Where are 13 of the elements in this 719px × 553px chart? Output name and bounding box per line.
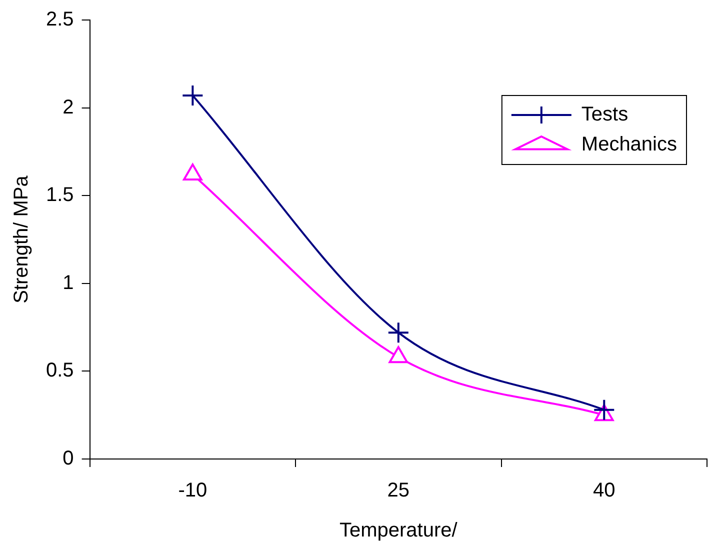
y-tick-label: 2 (62, 96, 74, 118)
legend-label: Mechanics (581, 134, 678, 156)
x-tick-label: -10 (178, 480, 208, 502)
x-tick-label: 25 (387, 480, 410, 502)
x-axis-title: Temperature/ (339, 520, 458, 542)
y-axis-title: Strength/ MPa (10, 174, 33, 304)
y-tick-label: 0 (62, 448, 74, 470)
y-tick-label: 0.5 (46, 360, 74, 382)
y-tick-label: 1 (62, 272, 74, 294)
legend-label: Tests (581, 104, 628, 126)
x-tick-label: 40 (593, 480, 616, 502)
y-tick-label: 1.5 (46, 184, 74, 206)
y-tick-label: 2.5 (46, 8, 74, 31)
